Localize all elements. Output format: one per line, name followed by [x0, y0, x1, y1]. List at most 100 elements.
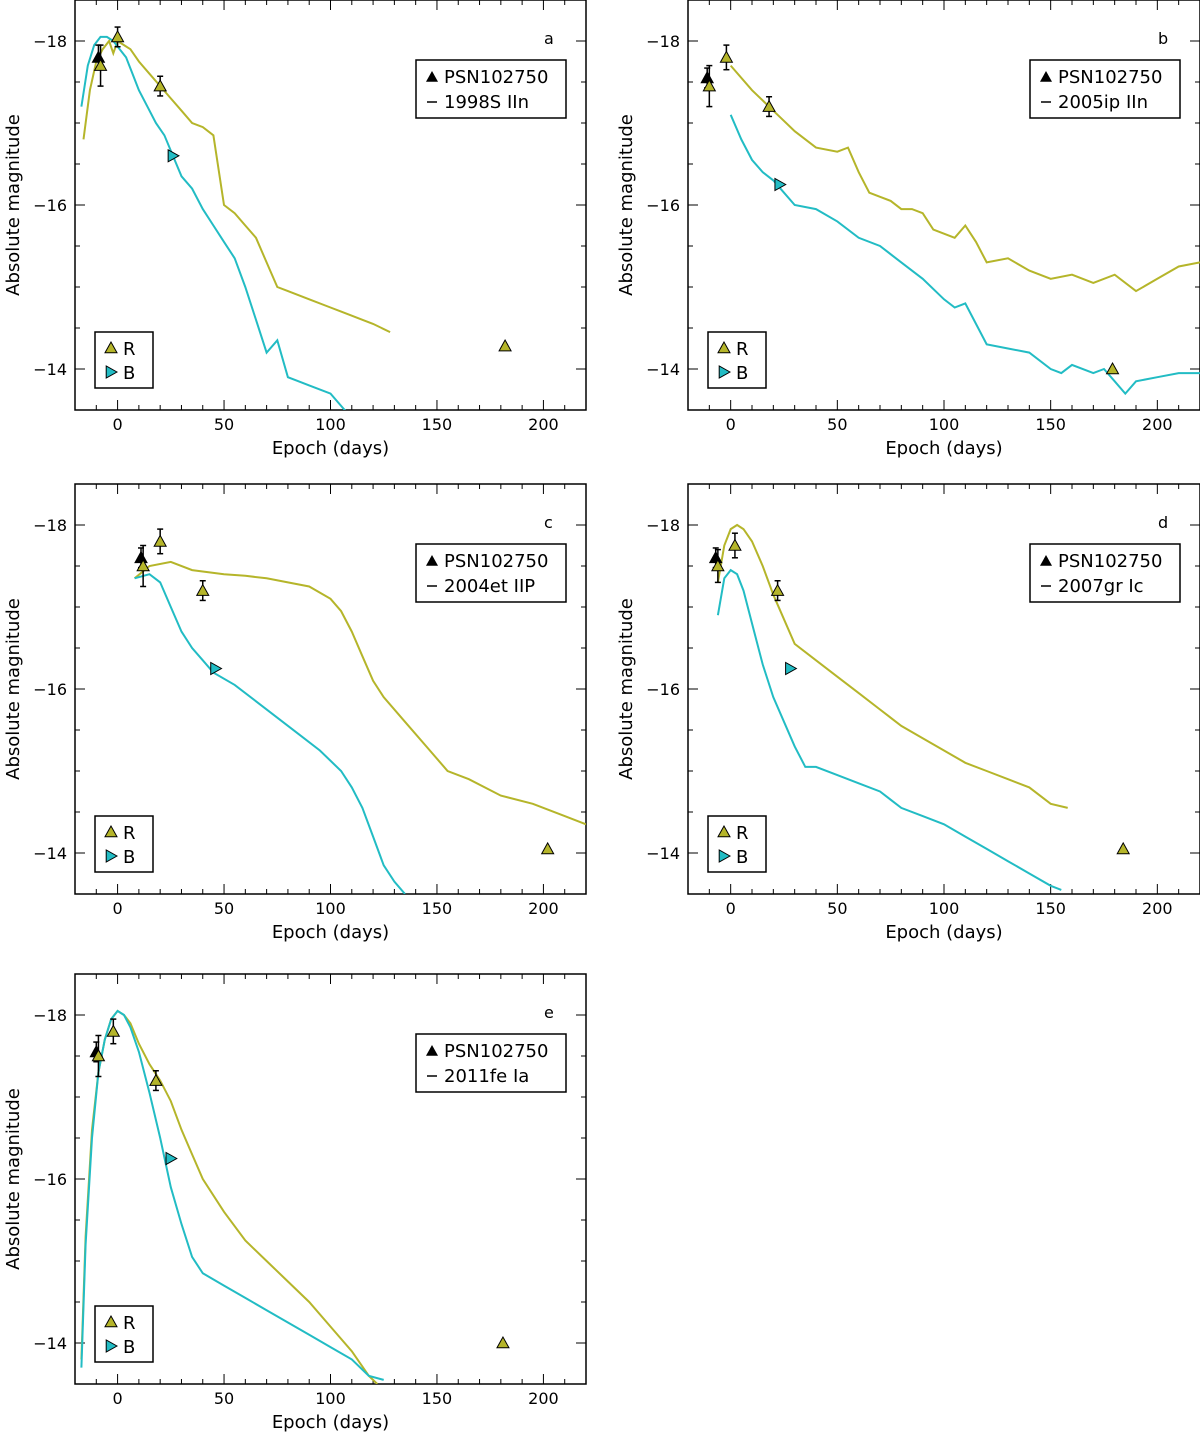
x-tick-label: 100	[315, 415, 346, 434]
filter-legend-box	[94, 331, 154, 389]
x-tick-label: 0	[112, 899, 122, 918]
series-line-R	[729, 64, 1200, 293]
x-tick-label: 150	[422, 899, 453, 918]
legend-template-label: 2004et IIP	[444, 576, 535, 597]
legend-target-icon	[426, 1045, 438, 1056]
filter-legend-B-label: B	[123, 1337, 135, 1358]
legend-template-label: 2011fe Ia	[444, 1066, 529, 1087]
series-line-R	[82, 38, 391, 334]
series-line-B	[134, 573, 406, 894]
x-axis-label: Epoch (days)	[272, 438, 389, 459]
x-tick-label: 50	[214, 899, 234, 918]
x-tick-label: 150	[1035, 415, 1066, 434]
B-point	[785, 661, 798, 676]
target-point	[700, 70, 715, 84]
series-line-R	[133, 560, 586, 826]
panel-c: 0 50 100 150 200 −18 −16 −14 Epoch (days) Absolut…	[3, 483, 587, 943]
legend-box	[415, 543, 567, 603]
R-point	[711, 558, 725, 572]
R-point	[496, 1335, 510, 1349]
y-axis-label: Absolute magnitude	[616, 114, 637, 296]
filter-legend-R-icon	[717, 340, 731, 354]
x-axis-label: Epoch (days)	[885, 922, 1002, 943]
panel-d: 0 50 100 150 200 −18 −16 −14 Epoch (days) Absolut…	[616, 483, 1200, 943]
R-point	[195, 583, 210, 596]
x-tick-label: 200	[528, 415, 559, 434]
filter-legend-B-icon	[105, 1339, 119, 1353]
R-point	[149, 1073, 163, 1086]
legend-box	[415, 1033, 567, 1093]
R-point	[136, 558, 150, 572]
y-tick-label: −18	[646, 516, 680, 535]
filter-legend-R-label: R	[123, 823, 136, 844]
B-point	[165, 1151, 178, 1166]
x-tick-label: 0	[112, 415, 122, 434]
y-tick-label: −14	[33, 360, 67, 379]
target-point	[134, 550, 148, 564]
R-point	[91, 1048, 106, 1062]
legend-box	[415, 59, 567, 119]
legend-target-icon	[1040, 555, 1052, 566]
x-tick-label: 100	[315, 1389, 346, 1408]
x-tick-label: 0	[112, 1389, 122, 1408]
filter-legend-R-icon	[104, 1314, 118, 1328]
filter-legend-B-icon	[718, 365, 732, 379]
x-tick-label: 0	[726, 415, 736, 434]
R-point	[719, 50, 734, 63]
x-tick-label: 150	[1035, 899, 1066, 918]
R-point	[93, 58, 108, 71]
legend-target-icon	[1040, 71, 1052, 82]
y-tick-label: −14	[646, 360, 680, 379]
filter-legend-box	[707, 331, 767, 389]
legend-target-label: PSN102750	[1058, 67, 1162, 88]
y-tick-label: −16	[646, 196, 680, 215]
y-tick-label: −14	[646, 844, 680, 863]
panel-letter: e	[544, 1003, 554, 1022]
y-tick-label: −16	[646, 680, 680, 699]
panel-letter: c	[544, 513, 553, 532]
filter-legend-R-label: R	[736, 823, 749, 844]
y-tick-label: −18	[646, 32, 680, 51]
target-point	[91, 50, 106, 63]
R-point	[762, 99, 776, 112]
x-tick-label: 200	[528, 899, 559, 918]
R-point	[728, 538, 742, 551]
panel-e: 0 50 100 150 200 −18 −16 −14 Epoch (days) Absolut…	[3, 973, 587, 1433]
x-axis-label: Epoch (days)	[272, 922, 389, 943]
legend-box	[1029, 543, 1181, 603]
y-axis-label: Absolute magnitude	[3, 598, 24, 780]
R-point	[1116, 841, 1131, 855]
x-tick-label: 150	[422, 415, 453, 434]
x-axis-label: Epoch (days)	[272, 1412, 389, 1433]
y-tick-label: −16	[33, 1170, 67, 1189]
x-tick-label: 200	[528, 1389, 559, 1408]
panel-letter: a	[544, 29, 554, 48]
legend-target-label: PSN102750	[1058, 551, 1162, 572]
R-point	[770, 583, 785, 596]
R-point	[702, 79, 717, 92]
y-tick-label: −18	[33, 32, 67, 51]
filter-legend-R-icon	[717, 824, 731, 838]
x-tick-label: 50	[827, 415, 847, 434]
series-line-B	[729, 114, 1200, 396]
filter-legend-B-label: B	[736, 363, 748, 384]
legend-target-label: PSN102750	[444, 551, 548, 572]
x-tick-label: 50	[214, 1389, 234, 1408]
panel-a: 0 50 100 150 200 −18 −16 −14 Epoch (days) Absolut…	[3, 0, 587, 459]
panel-b: 0 50 100 150 200 −18 −16 −14 Epoch (days) Absolut…	[616, 0, 1200, 459]
panel-letter: b	[1158, 29, 1168, 48]
x-tick-label: 100	[315, 899, 346, 918]
panel-letter: d	[1158, 513, 1168, 532]
filter-legend-box	[94, 1305, 154, 1363]
B-point	[774, 177, 787, 192]
R-point	[540, 841, 555, 855]
x-tick-label: 100	[929, 899, 960, 918]
x-tick-label: 150	[422, 1389, 453, 1408]
filter-legend-box	[707, 815, 767, 873]
x-tick-label: 0	[726, 899, 736, 918]
B-point	[210, 661, 223, 676]
filter-legend-R-icon	[104, 340, 118, 354]
R-point	[498, 339, 512, 352]
filter-legend-B-label: B	[736, 847, 748, 868]
y-axis-label: Absolute magnitude	[3, 114, 24, 296]
